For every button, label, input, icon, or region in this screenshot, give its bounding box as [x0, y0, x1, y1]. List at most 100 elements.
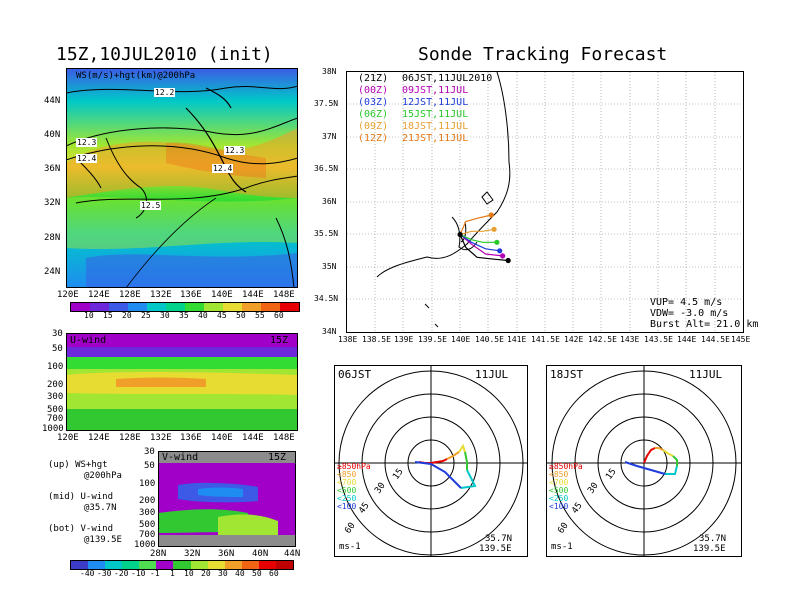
level-label: ≥850hPa — [337, 462, 371, 471]
u-wind-time: 15Z — [270, 335, 289, 346]
colorbar-swatch — [156, 561, 174, 569]
lon-tick: 141E — [507, 335, 527, 344]
lat-tick: 44N — [44, 96, 61, 106]
polar-lon: 139.5E — [693, 544, 726, 554]
ring-label: 60 — [556, 521, 570, 536]
lon-tick: 144E — [677, 335, 697, 344]
lon-tick: 120E — [57, 433, 79, 443]
lon-tick: 140E — [451, 335, 471, 344]
polar-right-plot: 15 30 45 60 — [547, 366, 741, 556]
legend-text: 12JST,11JUL — [402, 97, 469, 108]
colorbar-tick: 25 — [141, 311, 151, 320]
colorbar-tick: 45 — [217, 311, 227, 320]
burst-param: Burst Alt= 21.0 km — [650, 319, 759, 330]
legend-note: @139.5E — [84, 535, 122, 545]
lon-tick: 132E — [150, 290, 172, 300]
colorbar-tick: 30 — [160, 311, 170, 320]
colorbar-swatch — [90, 303, 109, 311]
colorbar-tick: 15 — [103, 311, 113, 320]
colorbar-swatch — [224, 561, 242, 569]
init-title: 15Z,10JUL2010 (init) — [56, 44, 273, 65]
contour-label: 12.3 — [224, 146, 246, 155]
lon-tick: 136E — [180, 433, 202, 443]
track-line-1 — [459, 234, 503, 257]
contour-label: 12.3 — [76, 138, 98, 147]
lon-tick: 144.5E — [701, 335, 730, 344]
lon-tick: 142.5E — [588, 335, 617, 344]
lon-tick: 144E — [242, 290, 264, 300]
lat-tick: 34N — [322, 327, 337, 336]
legend-note: @200hPa — [84, 471, 122, 481]
legend-text: 21JST,11JUL — [402, 133, 469, 144]
legend-tag: (21Z) — [358, 73, 389, 84]
colorbar-tick: -30 — [97, 569, 112, 578]
p-tick: 100 — [139, 479, 156, 489]
v-wind-plot — [158, 451, 296, 547]
lat-tick: 40N — [252, 549, 269, 559]
lon-tick: 120E — [57, 290, 79, 300]
lat-tick: 36.5N — [314, 164, 339, 173]
ring-label: 15 — [391, 467, 405, 482]
p-tick: 200 — [47, 380, 64, 390]
lat-tick: 40N — [44, 130, 61, 140]
polar-left-panel: 15 30 45 60 06JST 11JUL ≥850hPa <850 <70… — [334, 365, 528, 557]
colorbar-tick: 60 — [274, 311, 284, 320]
colorbar-swatch — [241, 561, 259, 569]
v-wind-frame — [158, 451, 296, 547]
track-frame — [346, 71, 744, 333]
lon-tick: 145E — [731, 335, 751, 344]
lon-tick: 144E — [242, 433, 264, 443]
track-end-point-2 — [497, 248, 503, 254]
colorbar-tick: -1 — [150, 569, 160, 578]
lat-tick: 36N — [44, 164, 61, 174]
legend-tag: (03Z) — [358, 97, 389, 108]
lon-tick: 139.5E — [418, 335, 447, 344]
polar-lat: 35.7N — [699, 534, 727, 544]
track-line-0 — [459, 234, 509, 262]
u-wind-frame — [66, 333, 298, 431]
colorbar-tick: 55 — [255, 311, 265, 320]
ring-label: 60 — [343, 521, 357, 536]
lat-tick: 37N — [322, 132, 337, 141]
colorbar-tick: -40 — [80, 569, 95, 578]
colorbar-tick: 10 — [84, 311, 94, 320]
p-tick: 700 — [47, 414, 64, 424]
lat-tick: 28N — [150, 549, 167, 559]
lat-tick: 38N — [322, 67, 337, 76]
lat-tick: 28N — [44, 233, 61, 243]
polar-right-panel: 15 30 45 60 18JST 11JUL ≥850hPa <850 <70… — [546, 365, 742, 557]
track-end-point-0 — [505, 257, 511, 264]
lon-tick: 138.5E — [362, 335, 391, 344]
ring-label: 45 — [357, 501, 371, 516]
lon-tick: 142E — [564, 335, 584, 344]
level-label: <500 — [549, 486, 569, 495]
legend-note: (up) WS+hgt — [48, 460, 108, 470]
vup-param: VUP= 4.5 m/s — [650, 297, 723, 308]
colorbar-swatch — [173, 561, 191, 569]
lat-tick: 37.5N — [314, 99, 339, 108]
colorbar-swatch — [139, 561, 157, 569]
colorbar-tick: 50 — [252, 569, 262, 578]
colorbar-swatch — [166, 303, 185, 311]
u-wind-label: U-wind — [70, 335, 107, 346]
p-tick: 30 — [144, 447, 155, 457]
p-tick: 30 — [52, 329, 63, 339]
colorbar-tick: -10 — [131, 569, 146, 578]
track-plot — [347, 71, 743, 332]
legend-note: @35.7N — [84, 503, 117, 513]
ring-label: 30 — [586, 481, 600, 496]
track-line-5 — [459, 214, 492, 235]
lat-tick: 34.5N — [314, 294, 339, 303]
colorbar-swatch — [242, 303, 261, 311]
level-label: <100 — [337, 502, 357, 511]
legend-text: 06JST,11JUL2010 — [402, 73, 493, 84]
v-wind-label: V-wind — [162, 452, 199, 463]
legend-tag: (06Z) — [358, 109, 389, 120]
colorbar-swatch — [261, 303, 280, 311]
colorbar-tick: 20 — [201, 569, 211, 578]
colorbar-swatch — [207, 561, 225, 569]
lon-tick: 124E — [88, 290, 110, 300]
level-label: ≥850hPa — [549, 462, 583, 471]
p-tick: 300 — [47, 392, 64, 402]
colorbar-tick: 1 — [170, 569, 175, 578]
